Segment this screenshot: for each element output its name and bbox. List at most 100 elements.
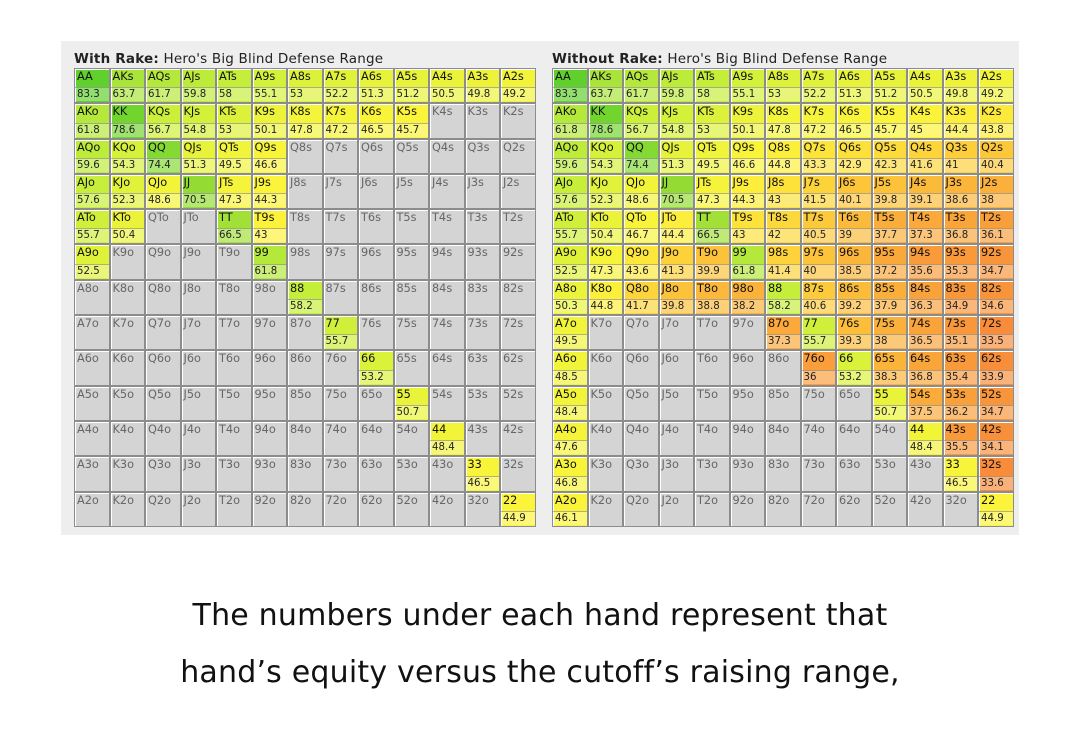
hand-cell: K5s 45.7	[871, 103, 907, 139]
equity-value: 50.7	[394, 404, 428, 419]
equity-value: 55.1	[252, 87, 286, 102]
equity-value: 53	[695, 122, 729, 137]
hand-cell: Q6s 42.9	[836, 138, 872, 174]
equity-value: 78.6	[588, 122, 622, 137]
hand-label: K7s	[803, 105, 824, 119]
equity-value: 51.3	[359, 87, 393, 102]
equity-value: 46.1	[553, 510, 587, 525]
hand-label: J4s	[910, 175, 927, 189]
hand-cell: K2o	[587, 491, 623, 527]
hand-cell: 85o	[287, 385, 323, 421]
hand-cell: QJs 51.3	[180, 138, 216, 174]
equity-value: 46.5	[465, 475, 499, 490]
hand-cell: 54o	[393, 420, 429, 457]
equity-value: 53.2	[359, 369, 393, 384]
hand-cell: Q5s 42.3	[871, 138, 907, 174]
equity-value: 54.3	[110, 157, 144, 172]
equity-value: 57.6	[75, 193, 109, 208]
hand-label: 64o	[361, 422, 383, 436]
hand-label: T6s	[839, 211, 859, 225]
equity-value: 37.2	[872, 263, 906, 278]
hand-cell: J3s	[464, 173, 500, 210]
equity-value: 38.5	[837, 263, 871, 278]
hand-label: T7o	[697, 317, 718, 331]
hand-label: 54s	[910, 387, 931, 401]
hand-cell: QQ 74.4	[623, 138, 659, 174]
hand-label: 84o	[768, 422, 790, 436]
hand-cell: AJo 57.6	[74, 173, 110, 210]
hand-cell: AKo 61.8	[74, 103, 110, 139]
hand-cell: KQs 56.7	[623, 103, 659, 139]
hand-cell: 43o	[429, 456, 465, 492]
hand-label: 82s	[503, 281, 524, 295]
hand-cell: 22 44.9	[500, 491, 536, 527]
hand-label: JTs	[697, 175, 712, 189]
hand-cell: 85s 37.9	[871, 279, 907, 316]
hand-cell: AA 83.3	[552, 68, 588, 104]
equity-value: 39.9	[695, 263, 729, 278]
hand-label: 54s	[432, 387, 453, 401]
hand-label: T4o	[697, 422, 718, 436]
hand-label: Q8o	[626, 281, 649, 295]
equity-value: 63.7	[588, 87, 622, 102]
hand-cell: A6s 51.3	[358, 68, 394, 104]
hand-label: 97o	[254, 317, 276, 331]
hand-label: KTs	[697, 105, 715, 119]
hand-label: A5o	[555, 387, 577, 401]
hand-cell: 85o	[765, 385, 801, 421]
hand-cell: 42o	[907, 491, 943, 527]
hand-label: QTo	[626, 211, 647, 225]
equity-value: 42	[766, 228, 800, 243]
equity-value: 53	[766, 87, 800, 102]
hand-label: AA	[77, 70, 93, 83]
equity-value: 52.5	[553, 263, 587, 278]
panel-title: With Rake: Hero's Big Blind Defense Rang…	[74, 51, 536, 68]
hand-cell: A9s 55.1	[729, 68, 765, 104]
hand-label: 87o	[768, 317, 790, 331]
hand-cell: J4s	[429, 173, 465, 210]
hand-cell: AJo 57.6	[552, 173, 588, 210]
hand-cell: ATo 55.7	[74, 209, 110, 245]
hand-label: A3s	[945, 70, 967, 83]
hand-cell: T5o	[216, 385, 252, 421]
equity-value: 43	[252, 228, 286, 243]
hand-label: 44	[432, 422, 447, 436]
hand-label: A9o	[77, 246, 99, 260]
hand-cell: 94o	[729, 420, 765, 457]
hand-label: QJs	[183, 140, 202, 154]
hand-label: 53s	[467, 387, 488, 401]
hand-cell: 53o	[871, 456, 907, 492]
equity-value: 35.4	[943, 369, 977, 384]
hand-label: J6o	[661, 352, 679, 366]
hand-cell: 32o	[464, 491, 500, 527]
equity-value: 38	[979, 193, 1013, 208]
equity-value: 48.5	[553, 369, 587, 384]
hand-label: J5s	[396, 175, 413, 189]
hand-cell: 76s 39.3	[836, 315, 872, 351]
hand-cell: 86o	[765, 350, 801, 386]
hand-cell: T9s 43	[729, 209, 765, 245]
hand-cell: T7s	[322, 209, 358, 245]
hand-label: AKs	[590, 70, 612, 83]
hand-cell: T5o	[694, 385, 730, 421]
equity-value: 48.6	[146, 193, 180, 208]
hand-cell: K5o	[109, 385, 145, 421]
hand-cell: 93o	[251, 456, 287, 492]
equity-value: 44.8	[588, 299, 622, 314]
hand-cell: 84o	[765, 420, 801, 457]
hand-label: J2s	[981, 175, 998, 189]
hand-cell: 96o	[251, 350, 287, 386]
hand-label: Q4s	[432, 140, 454, 154]
hand-cell: 66 53.2	[358, 350, 394, 386]
hand-cell: 52s 34.7	[978, 385, 1014, 421]
hand-label: J3s	[945, 175, 962, 189]
hand-label: A3o	[77, 458, 99, 472]
hand-label: Q7o	[626, 317, 649, 331]
hand-label: KTo	[112, 211, 131, 225]
equity-value: 38.2	[730, 299, 764, 314]
hand-cell: A7s 52.2	[800, 68, 836, 104]
hand-cell: 76o	[322, 350, 358, 386]
equity-value: 48.4	[908, 440, 942, 455]
hand-label: K4o	[590, 422, 613, 436]
hand-label: 43o	[432, 458, 454, 472]
